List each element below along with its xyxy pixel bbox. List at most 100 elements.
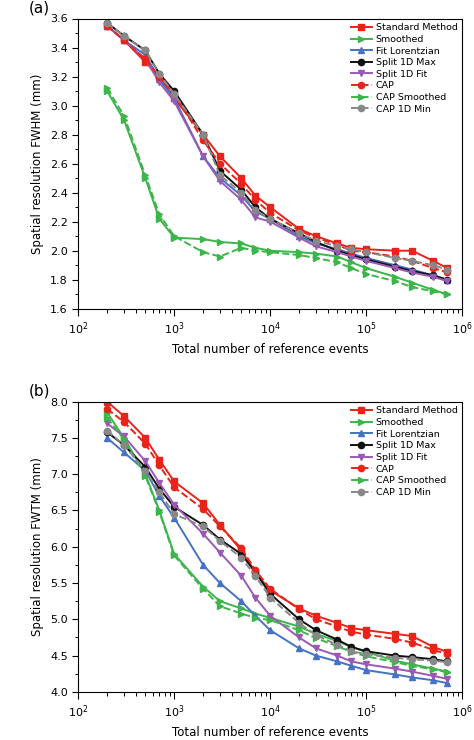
CAP 1D Min	[143, 466, 148, 475]
CAP	[143, 440, 148, 448]
CAP Smoothed	[335, 258, 340, 266]
Standard Method	[445, 263, 450, 272]
Split 1D Fit	[363, 660, 369, 669]
Fit Lorentzian	[335, 245, 340, 254]
CAP 1D Min	[200, 522, 206, 531]
Fit Lorentzian	[104, 434, 110, 443]
Standard Method	[296, 604, 302, 613]
CAP	[238, 180, 244, 189]
CAP Smoothed	[238, 243, 244, 252]
CAP	[217, 159, 223, 168]
Split 1D Fit	[313, 644, 319, 653]
CAP Smoothed	[121, 435, 127, 444]
Smoothed	[217, 238, 223, 246]
CAP 1D Min	[296, 619, 302, 628]
Split 1D Fit	[121, 432, 127, 441]
CAP Smoothed	[253, 246, 258, 255]
CAP	[392, 634, 398, 643]
Standard Method	[363, 626, 369, 635]
CAP	[348, 246, 354, 255]
CAP Smoothed	[348, 263, 354, 272]
CAP	[313, 233, 319, 242]
CAP	[156, 461, 162, 470]
CAP Smoothed	[409, 283, 415, 292]
Fit Lorentzian	[200, 152, 206, 161]
Standard Method	[409, 246, 415, 255]
CAP Smoothed	[430, 665, 436, 674]
Split 1D Max	[348, 642, 354, 651]
Split 1D Fit	[313, 242, 319, 251]
Split 1D Max	[363, 255, 369, 264]
Split 1D Max	[313, 626, 319, 635]
CAP Smoothed	[217, 252, 223, 261]
Split 1D Fit	[200, 152, 206, 161]
Split 1D Max	[445, 275, 450, 284]
Legend: Standard Method, Smoothed, Fit Lorentzian, Split 1D Max, Split 1D Fit, CAP, CAP : Standard Method, Smoothed, Fit Lorentzia…	[349, 21, 459, 115]
Smoothed	[335, 252, 340, 261]
Standard Method	[156, 72, 162, 81]
Split 1D Max	[104, 18, 110, 27]
Split 1D Fit	[104, 419, 110, 428]
Smoothed	[363, 263, 369, 272]
Standard Method	[121, 411, 127, 420]
CAP	[445, 650, 450, 659]
Split 1D Max	[143, 46, 148, 55]
Smoothed	[363, 648, 369, 656]
Fit Lorentzian	[409, 265, 415, 274]
CAP 1D Min	[348, 647, 354, 656]
Standard Method	[348, 624, 354, 633]
Smoothed	[200, 235, 206, 243]
Standard Method	[392, 630, 398, 639]
Split 1D Max	[238, 185, 244, 194]
Standard Method	[253, 191, 258, 200]
Split 1D Fit	[217, 548, 223, 557]
Standard Method	[335, 239, 340, 248]
Smoothed	[238, 604, 244, 613]
CAP Smoothed	[445, 668, 450, 677]
Smoothed	[253, 609, 258, 618]
CAP	[200, 505, 206, 514]
Fit Lorentzian	[253, 611, 258, 620]
CAP 1D Min	[313, 236, 319, 245]
Split 1D Max	[171, 87, 177, 95]
Smoothed	[348, 642, 354, 651]
CAP Smoothed	[430, 287, 436, 296]
Smoothed	[445, 290, 450, 299]
Split 1D Max	[392, 651, 398, 660]
Smoothed	[430, 665, 436, 673]
Split 1D Max	[335, 246, 340, 255]
Line: CAP Smoothed: CAP Smoothed	[104, 85, 450, 297]
CAP 1D Min	[121, 441, 127, 450]
Split 1D Max	[430, 655, 436, 664]
Line: CAP 1D Min: CAP 1D Min	[104, 428, 450, 665]
Standard Method	[217, 520, 223, 529]
CAP 1D Min	[430, 656, 436, 665]
CAP	[363, 248, 369, 257]
CAP 1D Min	[296, 229, 302, 238]
CAP	[430, 645, 436, 654]
Split 1D Fit	[392, 665, 398, 673]
Smoothed	[171, 550, 177, 559]
Standard Method	[143, 434, 148, 443]
CAP	[143, 55, 148, 64]
Smoothed	[267, 246, 273, 255]
Standard Method	[348, 243, 354, 252]
Text: (a): (a)	[28, 1, 49, 16]
Split 1D Max	[296, 615, 302, 624]
Standard Method	[143, 58, 148, 67]
Standard Method	[430, 642, 436, 651]
CAP 1D Min	[363, 650, 369, 659]
Split 1D Max	[363, 647, 369, 656]
Fit Lorentzian	[313, 651, 319, 660]
Standard Method	[409, 631, 415, 640]
Split 1D Max	[296, 229, 302, 238]
CAP 1D Min	[104, 426, 110, 435]
Split 1D Fit	[104, 21, 110, 30]
CAP 1D Min	[392, 254, 398, 263]
CAP	[335, 622, 340, 631]
CAP Smoothed	[156, 508, 162, 517]
Standard Method	[253, 568, 258, 576]
Split 1D Max	[445, 657, 450, 666]
Split 1D Max	[392, 262, 398, 271]
Split 1D Fit	[296, 233, 302, 242]
